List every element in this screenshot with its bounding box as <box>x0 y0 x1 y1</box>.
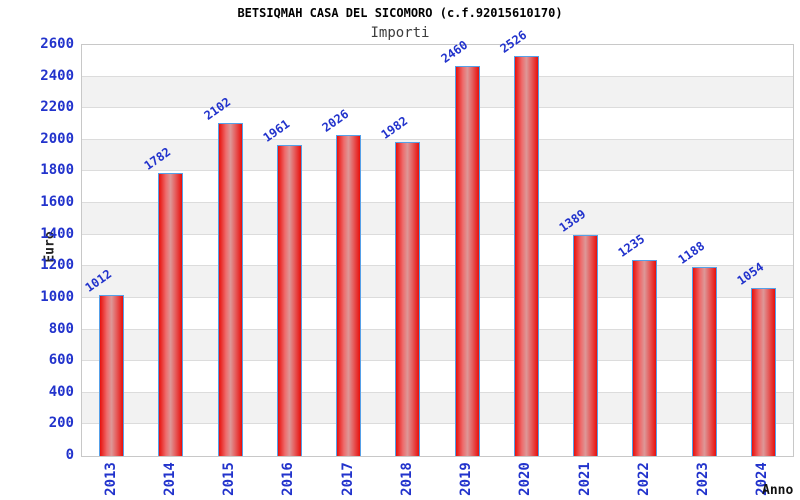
y-axis-tick-label: 2400 <box>40 67 74 84</box>
x-axis-tick-label: 2013 <box>102 462 119 496</box>
x-axis-tick-label: 2015 <box>221 462 238 496</box>
gridline <box>82 107 793 109</box>
chart-subtitle: Importi <box>370 25 430 41</box>
plot-band <box>82 297 793 330</box>
y-axis-tick-label: 200 <box>48 415 74 432</box>
y-axis-tick-label: 1200 <box>40 257 74 274</box>
bar-2020 <box>513 55 539 456</box>
x-axis-tick-label: 2020 <box>517 462 534 496</box>
bar-2022 <box>632 259 658 456</box>
gridline <box>82 391 793 393</box>
bar-2014 <box>158 173 184 456</box>
x-axis-tick-label: 2021 <box>576 462 593 496</box>
gridline <box>82 170 793 172</box>
y-axis-tick-label: 0 <box>65 447 74 463</box>
y-axis-tick-label: 1600 <box>40 194 74 211</box>
plot-band <box>82 45 793 77</box>
gridline <box>82 360 793 362</box>
y-axis-tick-label: 2200 <box>40 99 74 116</box>
y-axis-tick-label: 2000 <box>40 130 74 147</box>
x-axis-tick-label: 2022 <box>635 462 652 496</box>
bar-2021 <box>573 235 599 456</box>
plot-band <box>82 171 793 204</box>
bar-2017 <box>336 134 362 456</box>
plot-band <box>82 139 793 172</box>
plot-band <box>82 361 793 393</box>
bar-2015 <box>217 122 243 456</box>
gridline <box>82 423 793 425</box>
y-axis-tick-label: 800 <box>48 320 74 337</box>
chart-title: BETSIQMAH CASA DEL SICOMORO (c.f.9201561… <box>237 6 563 20</box>
gridline <box>82 296 793 298</box>
y-axis-tick-label: 1400 <box>40 225 74 242</box>
y-axis-tick-label: 600 <box>48 352 74 369</box>
plot-band <box>82 424 793 456</box>
x-axis-tick-label: 2014 <box>161 462 178 496</box>
bar-2013 <box>99 295 125 456</box>
plot-band <box>82 203 793 235</box>
bar-2019 <box>454 66 480 456</box>
x-axis-title: Anno <box>762 483 794 498</box>
plot-band <box>82 329 793 362</box>
bar-2016 <box>276 145 302 456</box>
x-axis-tick-label: 2016 <box>280 462 297 496</box>
x-axis-tick-label: 2019 <box>458 462 475 496</box>
plot-area: 1012 1782 2102 1961 2026 1982 2460 2526 1389 1235… <box>81 27 794 457</box>
gridline <box>82 202 793 204</box>
y-axis-tick-label: 1800 <box>40 162 74 179</box>
plot-band <box>82 234 793 267</box>
y-axis-tick-label: 1000 <box>40 288 74 305</box>
gridline <box>82 265 793 267</box>
plot-band <box>82 392 793 425</box>
plot-band <box>82 266 793 298</box>
y-axis-tick-label: 2600 <box>40 36 74 52</box>
y-axis-tick-label: 400 <box>48 383 74 400</box>
bar-2018 <box>395 141 421 456</box>
bar-2023 <box>691 267 717 456</box>
plot-band <box>82 108 793 140</box>
gridline <box>82 138 793 140</box>
gridline <box>82 328 793 330</box>
plot-band <box>82 76 793 109</box>
gridline <box>82 75 793 77</box>
x-axis-tick-label: 2023 <box>695 462 712 496</box>
gridline <box>82 233 793 235</box>
x-axis-tick-label: 2018 <box>398 462 415 496</box>
bar-2024 <box>750 288 776 456</box>
x-axis-tick-label: 2017 <box>339 462 356 496</box>
